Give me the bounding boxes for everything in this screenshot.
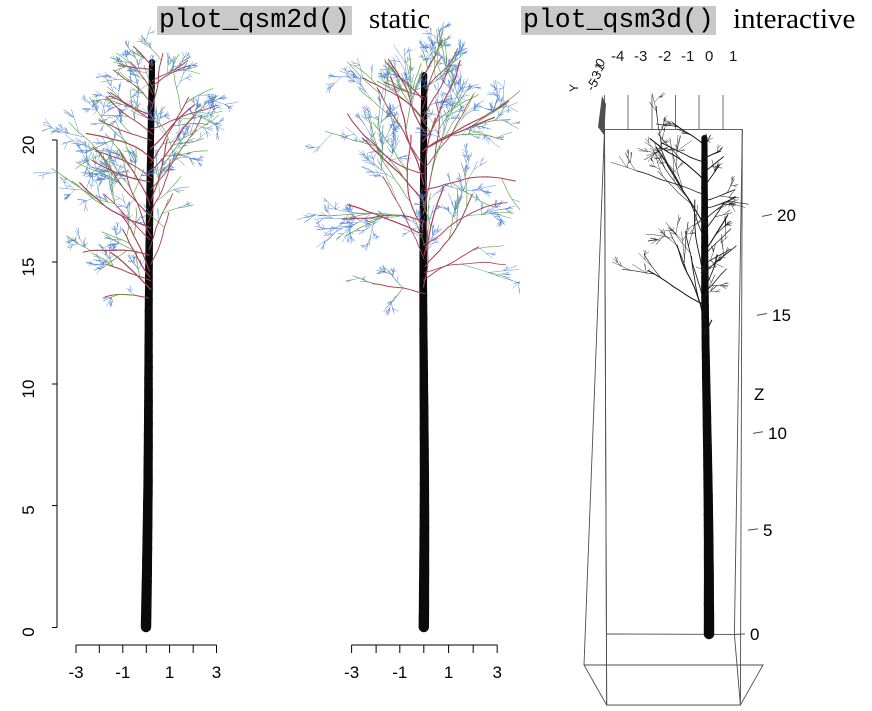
svg-text:-1: -1: [681, 48, 694, 65]
svg-text:-4: -4: [611, 48, 624, 65]
svg-text:20: 20: [777, 206, 796, 225]
svg-text:0: 0: [750, 625, 759, 644]
svg-text:0: 0: [705, 48, 713, 65]
svg-text:-3: -3: [634, 48, 647, 65]
svg-text:Z: Z: [754, 385, 764, 404]
svg-text:5: 5: [763, 521, 772, 540]
svg-text:1: 1: [729, 48, 737, 65]
svg-text:10: 10: [768, 424, 787, 443]
svg-text:-2: -2: [658, 48, 671, 65]
svg-text:Y: Y: [567, 84, 581, 92]
svg-text:15: 15: [772, 306, 791, 325]
